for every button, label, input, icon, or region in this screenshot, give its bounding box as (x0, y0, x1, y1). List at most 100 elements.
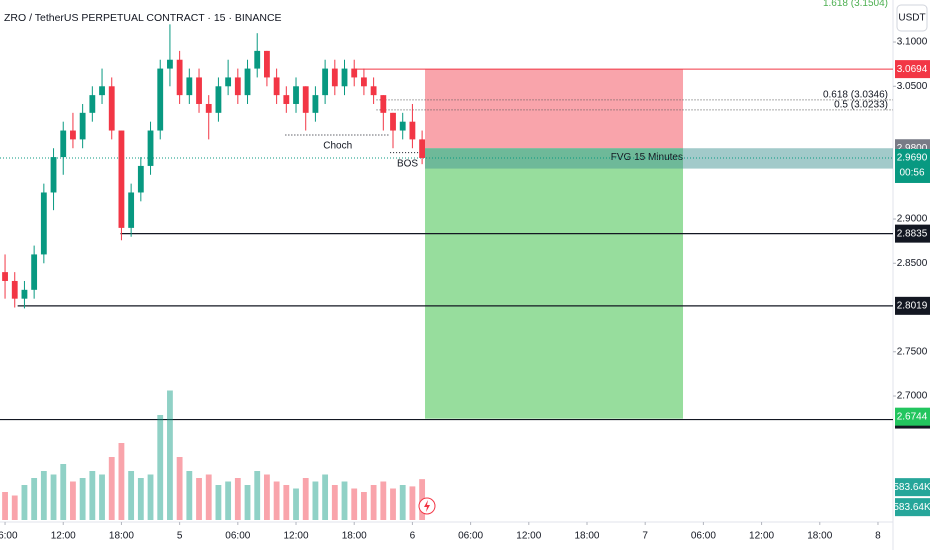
y-tick-label: 2.7000 (897, 391, 928, 402)
volume-bar (244, 485, 251, 520)
x-tick-label: 8 (875, 531, 881, 542)
volume-bar (380, 481, 387, 520)
candle-body (341, 68, 348, 87)
candle-body (167, 59, 173, 69)
volume-bar (390, 488, 396, 520)
volume-bar (225, 481, 232, 520)
currency-button[interactable] (896, 4, 928, 32)
volume-bar (205, 474, 212, 520)
volume-bar (60, 464, 67, 520)
y-tick-label: 3.0500 (897, 81, 928, 92)
x-tick-label: 06:00 (691, 531, 716, 542)
x-tick-label: 5 (177, 531, 183, 542)
fvg-box (425, 148, 893, 169)
candle-body (70, 130, 76, 140)
x-tick-label: 12:00 (51, 531, 76, 542)
candle-body (419, 139, 426, 158)
price-tag-label: 2.9800 (897, 143, 928, 154)
candle-body (40, 192, 47, 255)
candle-body (186, 77, 193, 96)
volume-bar (331, 485, 338, 520)
candle-body (11, 280, 18, 299)
x-tick-label: 06:00 (0, 531, 18, 542)
candle-body (380, 95, 387, 113)
x-tick-label: 12:00 (516, 531, 541, 542)
price-tag-label: 3.0694 (897, 64, 928, 75)
volume-tag-label: 583.64K (893, 482, 931, 493)
candle-body (215, 86, 222, 113)
fvg-label: FVG 15 Minutes (611, 152, 683, 163)
volume-bar (196, 478, 202, 520)
candle-body (234, 77, 241, 96)
volume-bar (215, 485, 222, 520)
candle-body (302, 86, 309, 113)
candle-body (137, 165, 144, 193)
volume-tag-label: 583.64K (893, 502, 931, 513)
volume-bar (147, 474, 154, 520)
candle-body (254, 50, 261, 69)
price-tag-label: 2.8835 (897, 228, 928, 239)
volume-bar (176, 457, 183, 520)
chart-title: ZRO / TetherUS PERPETUAL CONTRACT · 15 ·… (4, 12, 282, 24)
volume-bar (322, 474, 329, 520)
volume-bar (50, 474, 57, 520)
volume-bar (293, 488, 299, 520)
volume-bar (40, 471, 47, 520)
candle-body (205, 103, 212, 113)
y-tick-label: 2.9000 (897, 214, 928, 225)
candle-body (351, 68, 358, 78)
structure-label: Choch (323, 141, 352, 152)
volume-bar (70, 481, 76, 520)
volume-bar (361, 492, 367, 520)
volume-bar (273, 481, 280, 520)
candle-body (128, 192, 135, 228)
currency[interactable]: USDT (898, 13, 925, 24)
last-price-label: 2.9690 (897, 153, 928, 164)
volume-bar (89, 471, 96, 520)
candle-body (176, 59, 183, 96)
candle-body (196, 77, 202, 104)
countdown: 00:56 (899, 168, 924, 179)
x-tick-label: 7 (642, 531, 648, 542)
volume-bar (167, 390, 173, 520)
candle-body (147, 130, 154, 166)
volume-tag (895, 498, 930, 517)
volume-bar (108, 457, 115, 520)
x-tick-label: 6 (410, 531, 416, 542)
x-tick-label: 18:00 (807, 531, 832, 542)
candle-body (157, 68, 164, 131)
last-price-tag (895, 148, 930, 183)
candle-body (399, 121, 406, 131)
y-tick-label: 3.1000 (897, 37, 928, 48)
candle-body (60, 130, 67, 158)
volume-bar (409, 486, 416, 520)
volume-bar (157, 415, 164, 520)
candle-body (79, 112, 86, 140)
volume-bar (21, 485, 28, 520)
lightning-icon[interactable] (418, 497, 436, 515)
x-tick-label: 06:00 (458, 531, 483, 542)
candle-body (331, 68, 338, 87)
candle-body (361, 77, 367, 87)
volume-bar (2, 492, 8, 520)
price-tag-label: 2.6744 (897, 411, 928, 422)
volume-bar (399, 485, 406, 520)
x-tick-label: 12:00 (284, 531, 309, 542)
x-tick-label: 06:00 (225, 531, 250, 542)
volume-bar (137, 478, 144, 520)
volume-bar (283, 485, 290, 520)
volume-bar (302, 478, 309, 520)
fib-label: 0.5 (3.0233) (834, 100, 888, 111)
candle-body (312, 95, 319, 113)
volume-bar (11, 495, 18, 520)
candle-body (293, 86, 299, 104)
volume-bar (312, 481, 319, 520)
candle-body (89, 95, 96, 113)
price-tag-label: 2.8019 (897, 300, 928, 311)
candle-body (273, 77, 280, 96)
volume-bar (351, 488, 358, 520)
x-tick-label: 18:00 (574, 531, 599, 542)
volume-bar (254, 471, 261, 520)
candle-body (2, 272, 8, 281)
